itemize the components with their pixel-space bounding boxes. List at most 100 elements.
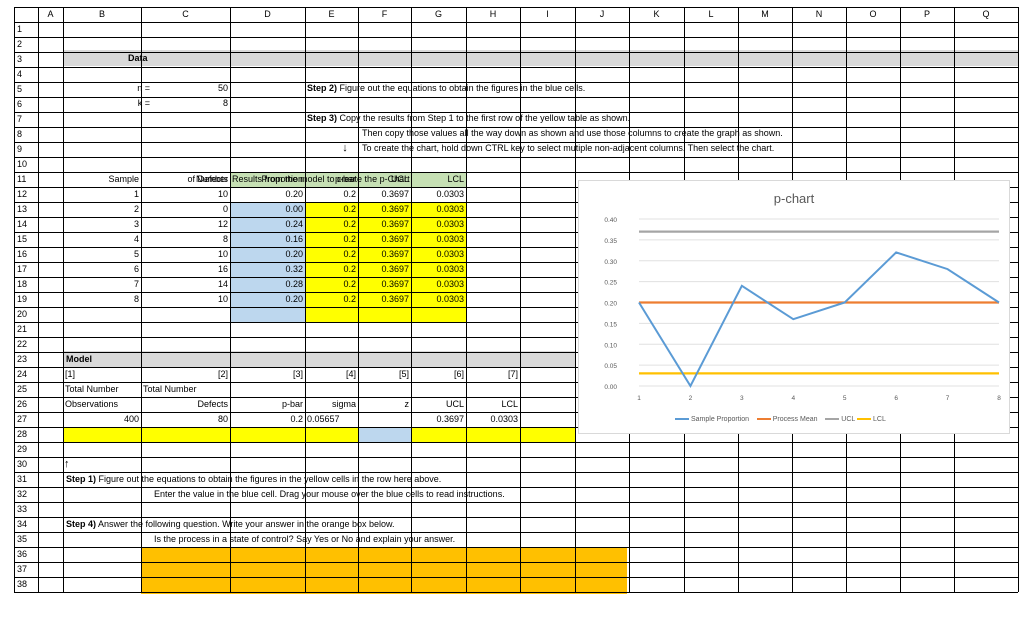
row-header-30[interactable]: 30 (17, 459, 28, 469)
column-header-B[interactable]: B (98, 9, 105, 19)
column-header-O[interactable]: O (869, 9, 877, 19)
obs-value[interactable]: 400 (123, 414, 139, 424)
table-cell[interactable]: 3 (133, 219, 139, 229)
row-header-7[interactable]: 7 (17, 114, 23, 124)
row-header-24[interactable]: 24 (17, 369, 28, 379)
table-cell[interactable]: 0.2 (343, 294, 356, 304)
table-cell[interactable]: 1 (133, 189, 139, 199)
row-header-27[interactable]: 27 (17, 414, 28, 424)
table-cell[interactable]: 0.20 (285, 294, 303, 304)
row-header-9[interactable]: 9 (17, 144, 23, 154)
table-cell[interactable]: 0.20 (285, 189, 303, 199)
table-cell[interactable]: 0.3697 (381, 249, 409, 259)
blue-z-cell[interactable] (358, 427, 411, 442)
n-value[interactable]: 50 (217, 83, 228, 93)
table-cell[interactable]: 0.00 (285, 204, 303, 214)
table-cell[interactable]: 0.3697 (381, 234, 409, 244)
row-header-31[interactable]: 31 (17, 474, 28, 484)
row-header-14[interactable]: 14 (17, 219, 28, 229)
column-header-K[interactable]: K (653, 9, 660, 19)
column-header-L[interactable]: L (708, 9, 714, 19)
table-cell[interactable]: 0.0303 (436, 279, 464, 289)
table-cell[interactable]: 6 (133, 264, 139, 274)
table-cell[interactable]: 0.2 (343, 189, 356, 199)
table-cell[interactable]: 7 (133, 279, 139, 289)
column-header-Q[interactable]: Q (982, 9, 990, 19)
row-header-35[interactable]: 35 (17, 534, 28, 544)
row-header-37[interactable]: 37 (17, 564, 28, 574)
table-cell[interactable]: 0.2 (343, 219, 356, 229)
table-cell[interactable]: 0.0303 (436, 204, 464, 214)
table-cell[interactable]: 0.16 (285, 234, 303, 244)
column-header-F[interactable]: F (381, 9, 388, 19)
row-header-6[interactable]: 6 (17, 99, 23, 109)
column-header-H[interactable]: H (489, 9, 497, 19)
table-cell[interactable]: 0.3697 (381, 294, 409, 304)
column-header-M[interactable]: M (761, 9, 769, 19)
table-cell[interactable]: 0 (222, 204, 228, 214)
table-cell[interactable]: 0.3697 (381, 279, 409, 289)
row-header-5[interactable]: 5 (17, 84, 23, 94)
row-header-4[interactable]: 4 (17, 69, 23, 79)
defects-value[interactable]: 80 (217, 414, 228, 424)
row-header-17[interactable]: 17 (17, 264, 28, 274)
table-cell[interactable]: 10 (217, 249, 228, 259)
table-cell[interactable]: 0.32 (285, 264, 303, 274)
table-cell[interactable]: 0.3697 (381, 204, 409, 214)
row-header-1[interactable]: 1 (17, 24, 23, 34)
table-cell[interactable]: 4 (133, 234, 139, 244)
table-cell[interactable]: 0.3697 (381, 219, 409, 229)
row-header-34[interactable]: 34 (17, 519, 28, 529)
table-cell[interactable]: 0.2 (343, 279, 356, 289)
table-cell[interactable]: 14 (217, 279, 228, 289)
row-header-32[interactable]: 32 (17, 489, 28, 499)
column-header-E[interactable]: E (328, 9, 335, 19)
k-value[interactable]: 8 (222, 98, 228, 108)
table-cell[interactable]: 8 (133, 294, 139, 304)
table-cell[interactable]: 0.3697 (381, 189, 409, 199)
table-cell[interactable]: 0.0303 (436, 264, 464, 274)
table-cell[interactable]: 0.24 (285, 219, 303, 229)
table-cell[interactable]: 5 (133, 249, 139, 259)
row-header-28[interactable]: 28 (17, 429, 28, 439)
row-header-3[interactable]: 3 (17, 54, 23, 64)
sigma-value[interactable]: 0.05657 (307, 414, 340, 424)
table-cell[interactable]: 0.0303 (436, 189, 464, 199)
row-header-38[interactable]: 38 (17, 579, 28, 589)
lcl-value[interactable]: 0.0303 (490, 414, 518, 424)
row-header-15[interactable]: 15 (17, 234, 28, 244)
table-cell[interactable]: 10 (217, 189, 228, 199)
row-header-11[interactable]: 11 (17, 174, 27, 184)
table-cell[interactable]: 0.28 (285, 279, 303, 289)
row-header-23[interactable]: 23 (17, 354, 28, 364)
table-cell[interactable]: 0.0303 (436, 294, 464, 304)
table-cell[interactable]: 0.3697 (381, 264, 409, 274)
column-header-I[interactable]: I (546, 9, 549, 19)
row-header-36[interactable]: 36 (17, 549, 28, 559)
answer-box[interactable] (141, 547, 627, 594)
row-header-8[interactable]: 8 (17, 129, 23, 139)
row-header-33[interactable]: 33 (17, 504, 28, 514)
column-header-A[interactable]: A (47, 9, 54, 19)
table-cell[interactable]: 8 (222, 234, 228, 244)
row-header-12[interactable]: 12 (17, 189, 28, 199)
yellow-model-cells[interactable] (63, 427, 575, 442)
table-cell[interactable]: 0.20 (285, 249, 303, 259)
row-header-10[interactable]: 10 (17, 159, 28, 169)
table-cell[interactable]: 0.2 (343, 234, 356, 244)
pbar-value[interactable]: 0.2 (290, 414, 303, 424)
table-cell[interactable]: 16 (217, 264, 228, 274)
p-chart[interactable]: p-chart 0.00 0.05 0.10 0.15 0.20 0.25 0.30 0.35 0… (578, 180, 1010, 434)
table-cell[interactable]: 10 (217, 294, 228, 304)
row-header-18[interactable]: 18 (17, 279, 28, 289)
row-header-22[interactable]: 22 (17, 339, 28, 349)
column-header-P[interactable]: P (923, 9, 930, 19)
row-header-25[interactable]: 25 (17, 384, 28, 394)
row-header-29[interactable]: 29 (17, 444, 28, 454)
row-header-13[interactable]: 13 (17, 204, 28, 214)
row-header-26[interactable]: 26 (17, 399, 28, 409)
table-cell[interactable]: 12 (217, 219, 228, 229)
table-cell[interactable]: 0.0303 (436, 234, 464, 244)
table-cell[interactable]: 0.0303 (436, 219, 464, 229)
